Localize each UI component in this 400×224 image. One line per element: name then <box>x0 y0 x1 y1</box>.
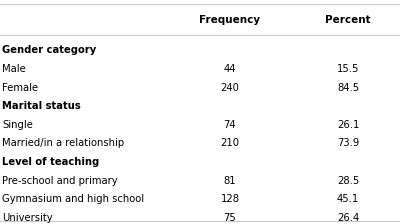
Text: Percent: Percent <box>325 15 371 25</box>
Text: Marital status: Marital status <box>2 101 81 111</box>
Text: University: University <box>2 213 53 223</box>
Text: 28.5: 28.5 <box>337 176 359 185</box>
Text: 81: 81 <box>224 176 236 185</box>
Text: Gender category: Gender category <box>2 45 96 55</box>
Text: 26.4: 26.4 <box>337 213 359 223</box>
Text: 73.9: 73.9 <box>337 138 359 148</box>
Text: Married/in a relationship: Married/in a relationship <box>2 138 124 148</box>
Text: Female: Female <box>2 83 38 93</box>
Text: 44: 44 <box>224 64 236 74</box>
Text: 240: 240 <box>220 83 240 93</box>
Text: 26.1: 26.1 <box>337 120 359 130</box>
Text: Single: Single <box>2 120 33 130</box>
Text: 15.5: 15.5 <box>337 64 359 74</box>
Text: Male: Male <box>2 64 26 74</box>
Text: 128: 128 <box>220 194 240 204</box>
Text: Gymnasium and high school: Gymnasium and high school <box>2 194 144 204</box>
Text: 84.5: 84.5 <box>337 83 359 93</box>
Text: 74: 74 <box>224 120 236 130</box>
Text: 45.1: 45.1 <box>337 194 359 204</box>
Text: Frequency: Frequency <box>200 15 260 25</box>
Text: 210: 210 <box>220 138 240 148</box>
Text: 75: 75 <box>224 213 236 223</box>
Text: Level of teaching: Level of teaching <box>2 157 99 167</box>
Text: Pre-school and primary: Pre-school and primary <box>2 176 118 185</box>
